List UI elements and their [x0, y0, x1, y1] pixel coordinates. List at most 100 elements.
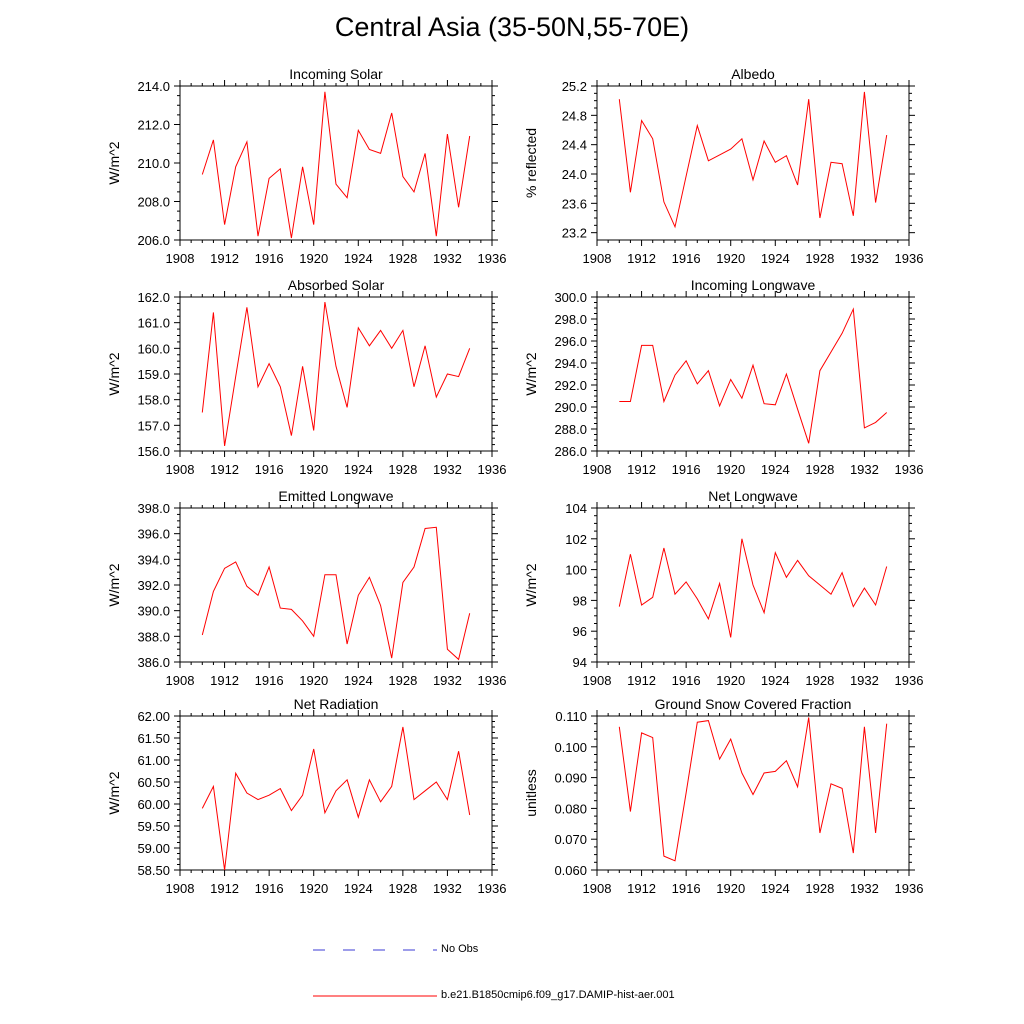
x-tick-label: 1928 [388, 881, 417, 896]
y-tick-label: 212.0 [137, 118, 170, 133]
y-axis-label: W/m^2 [523, 352, 539, 395]
y-tick-label: 156.0 [137, 444, 170, 459]
y-axis-label: unitless [523, 769, 539, 816]
panel: Emitted Longwave W/m^2 1908 1912 1916 1920 192… [106, 488, 506, 688]
x-tick-label: 1924 [344, 462, 373, 477]
x-tick-label: 1912 [627, 462, 656, 477]
x-tick-label: 1924 [344, 881, 373, 896]
y-tick-label: 294.0 [554, 356, 587, 371]
x-tick-label: 1916 [672, 673, 701, 688]
series-line [201, 526, 471, 661]
y-tick-label: 296.0 [554, 334, 587, 349]
y-tick-label: 396.0 [137, 527, 170, 542]
x-tick-label: 1928 [388, 462, 417, 477]
x-tick-label: 1912 [627, 881, 656, 896]
figure-title: Central Asia (35-50N,55-70E) [334, 12, 690, 42]
x-tick-label: 1912 [210, 673, 239, 688]
x-tick-label: 1932 [850, 462, 879, 477]
y-axis-label: W/m^2 [523, 563, 539, 606]
series-line [618, 538, 888, 638]
y-axis-label: % reflected [523, 128, 539, 198]
y-tick-label: 392.0 [137, 578, 170, 593]
y-tick-label: 0.080 [554, 801, 587, 816]
x-tick-label: 1932 [850, 881, 879, 896]
x-tick-label: 1936 [895, 251, 924, 266]
series-line [201, 91, 471, 239]
x-tick-label: 1936 [478, 673, 507, 688]
x-tick-label: 1916 [255, 251, 284, 266]
x-tick-label: 1920 [716, 881, 745, 896]
panel-title: Net Longwave [708, 488, 798, 504]
x-tick-label: 1936 [895, 673, 924, 688]
x-tick-label: 1916 [672, 462, 701, 477]
y-axis-label: W/m^2 [106, 563, 122, 606]
x-tick-label: 1924 [761, 673, 790, 688]
series-line [201, 726, 471, 871]
y-tick-label: 214.0 [137, 79, 170, 94]
x-tick-label: 1920 [299, 462, 328, 477]
x-tick-label: 1928 [805, 673, 834, 688]
panel: Ground Snow Covered Fraction unitless 1908… [523, 696, 923, 896]
y-tick-label: 60.50 [137, 775, 170, 790]
x-tick-label: 1920 [299, 251, 328, 266]
y-tick-label: 62.00 [137, 709, 170, 724]
y-tick-label: 23.6 [562, 196, 587, 211]
y-tick-label: 59.50 [137, 819, 170, 834]
x-tick-label: 1920 [716, 673, 745, 688]
x-tick-label: 1912 [210, 881, 239, 896]
panel: Incoming Longwave W/m^2 1908 1912 1916 1920 19… [523, 277, 923, 477]
y-tick-label: 23.2 [562, 226, 587, 241]
y-tick-label: 292.0 [554, 378, 587, 393]
y-tick-label: 208.0 [137, 195, 170, 210]
y-tick-label: 300.0 [554, 290, 587, 305]
y-tick-label: 96 [573, 624, 587, 639]
x-tick-label: 1928 [805, 462, 834, 477]
x-tick-label: 1928 [388, 251, 417, 266]
y-tick-label: 24.4 [562, 138, 587, 153]
y-tick-label: 394.0 [137, 552, 170, 567]
y-tick-label: 61.00 [137, 753, 170, 768]
y-tick-label: 210.0 [137, 156, 170, 171]
x-tick-label: 1936 [895, 462, 924, 477]
panel-title: Ground Snow Covered Fraction [655, 696, 852, 712]
y-tick-label: 98 [573, 593, 587, 608]
y-tick-label: 24.0 [562, 167, 587, 182]
y-tick-label: 94 [573, 655, 587, 670]
series-line [619, 307, 888, 444]
x-tick-label: 1912 [210, 462, 239, 477]
y-tick-label: 206.0 [137, 233, 170, 248]
y-tick-label: 58.50 [137, 863, 170, 878]
y-tick-label: 104 [565, 501, 587, 516]
x-tick-label: 1936 [478, 462, 507, 477]
y-tick-label: 0.090 [554, 771, 587, 786]
x-tick-label: 1908 [583, 673, 612, 688]
x-tick-label: 1924 [344, 673, 373, 688]
panel-title: Albedo [731, 66, 775, 82]
x-tick-label: 1908 [166, 881, 195, 896]
x-tick-label: 1936 [478, 251, 507, 266]
x-tick-label: 1912 [210, 251, 239, 266]
x-tick-label: 1916 [255, 462, 284, 477]
x-tick-label: 1932 [433, 673, 462, 688]
series-line [618, 91, 888, 229]
x-tick-label: 1932 [433, 251, 462, 266]
panel: Net Longwave W/m^2 1908 1912 1916 1920 1924 192… [523, 488, 923, 688]
y-tick-label: 102 [565, 532, 587, 547]
panel: Net Radiation W/m^2 1908 1912 1916 1920 1924 19… [106, 696, 506, 896]
y-tick-label: 157.0 [137, 418, 170, 433]
x-tick-label: 1932 [433, 881, 462, 896]
y-tick-label: 159.0 [137, 367, 170, 382]
y-tick-label: 0.110 [555, 709, 587, 724]
y-tick-label: 390.0 [137, 604, 170, 619]
series-line [201, 302, 471, 446]
y-tick-label: 298.0 [554, 312, 587, 327]
panel-title: Incoming Longwave [691, 277, 816, 293]
x-tick-label: 1908 [583, 251, 612, 266]
x-tick-label: 1932 [850, 251, 879, 266]
x-tick-label: 1908 [166, 462, 195, 477]
x-tick-label: 1936 [478, 881, 507, 896]
y-tick-label: 0.100 [554, 740, 587, 755]
y-axis-label: W/m^2 [106, 352, 122, 395]
x-tick-label: 1920 [299, 673, 328, 688]
